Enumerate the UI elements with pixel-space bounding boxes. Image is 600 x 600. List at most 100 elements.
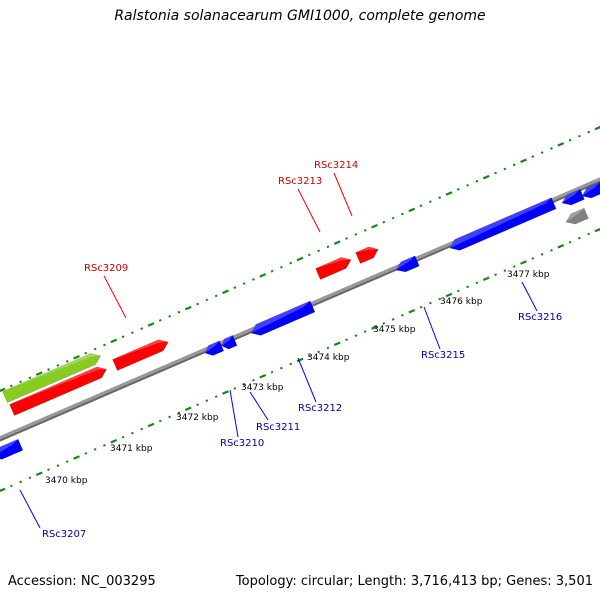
gene-name: RSc3216 [518, 312, 562, 323]
feature-rna-1-body [2, 353, 101, 403]
feature-forward-4[interactable] [355, 246, 379, 264]
minor-tick [419, 305, 423, 309]
feature-other-1[interactable] [565, 207, 589, 225]
feature-reverse-1[interactable] [0, 438, 24, 460]
kbp-label: 3474 kbp [307, 353, 350, 363]
gene-labels[interactable]: RSc3207 RSc3209 RSc3210 RSc3211 RSc3212 RSc32… [19, 160, 562, 540]
minor-tick [196, 403, 199, 407]
major-tick [147, 422, 155, 428]
minor-tick [307, 253, 311, 257]
minor-tick [438, 297, 442, 301]
gene-label-rsc3214[interactable]: RSc3214 [314, 160, 358, 217]
major-tick [557, 142, 565, 147]
gene-name: RSc3215 [421, 350, 465, 361]
minor-tick [93, 347, 97, 351]
feature-other-1-highlight [566, 208, 585, 222]
minor-tick [270, 370, 274, 374]
minor-tick [28, 476, 32, 480]
major-tick [296, 256, 304, 262]
feature-forward-3[interactable] [315, 257, 352, 280]
minor-tick [252, 378, 255, 382]
major-tick [35, 371, 43, 376]
gene-name: RSc3211 [256, 422, 300, 433]
feature-reverse-6-body [449, 197, 557, 251]
feature-reverse-5[interactable] [395, 255, 420, 273]
outer-tick-track [0, 125, 600, 393]
feature-reverse-4[interactable] [250, 300, 316, 336]
minor-tick [242, 383, 246, 386]
major-tick [520, 158, 527, 164]
feature-forward-1[interactable] [9, 366, 108, 416]
kbp-label: 3472 kbp [176, 413, 219, 423]
feature-other-1-body [565, 207, 589, 225]
feature-reverse-7[interactable] [561, 188, 585, 206]
feature-reverse-6[interactable] [449, 197, 557, 251]
minor-tick [391, 318, 395, 321]
gene-name: RSc3209 [84, 263, 128, 274]
minor-tick [363, 228, 367, 232]
feature-forward-4-body [355, 246, 379, 264]
leader-line [103, 275, 127, 319]
minor-tick [345, 237, 348, 240]
minor-tick [121, 435, 125, 439]
minor-tick [401, 313, 404, 317]
leader-line [249, 391, 269, 421]
feature-reverse-5-highlight [396, 255, 415, 270]
minor-tick [205, 399, 209, 402]
minor-tick [382, 322, 386, 325]
major-tick [0, 487, 6, 493]
feature-reverse-6-highlight [450, 197, 552, 248]
minor-tick [577, 236, 581, 240]
minor-tick [9, 484, 13, 488]
minor-tick [233, 286, 237, 290]
feature-reverse-8[interactable] [581, 181, 600, 199]
kbp-label: 3470 kbp [45, 476, 88, 486]
feature-reverse-1-highlight [0, 439, 19, 453]
minor-tick [93, 448, 97, 451]
gene-label-rsc3213[interactable]: RSc3213 [278, 176, 322, 233]
minor-tick [428, 301, 432, 305]
feature-track[interactable] [0, 181, 600, 460]
minor-tick [568, 240, 572, 244]
topology-text: Topology: circular; Length: 3,716,413 bp… [235, 574, 593, 589]
feature-reverse-3[interactable] [221, 335, 238, 350]
gene-label-rsc3211[interactable]: RSc3211 [249, 391, 300, 433]
kbp-label: 3475 kbp [373, 325, 416, 335]
minor-tick [503, 269, 507, 272]
kbp-label: 3477 kbp [507, 270, 550, 280]
major-tick [520, 260, 527, 265]
major-tick [371, 223, 378, 229]
feature-forward-2[interactable] [112, 339, 169, 371]
feature-forward-1-body [9, 366, 108, 416]
feature-forward-2-body [112, 339, 169, 371]
minor-tick [84, 351, 88, 355]
feature-reverse-8-highlight [582, 182, 600, 196]
minor-tick [140, 327, 144, 330]
feature-rna-1[interactable] [2, 353, 101, 403]
gene-label-rsc3210[interactable]: RSc3210 [220, 389, 264, 449]
major-tick [594, 125, 600, 131]
minor-tick [279, 265, 283, 269]
genome-title: Ralstonia solanacearum GMI1000, complete… [114, 8, 486, 24]
feature-reverse-2[interactable] [204, 340, 225, 356]
major-tick [110, 438, 118, 444]
minor-tick [540, 253, 544, 256]
minor-tick [214, 395, 218, 398]
minor-tick [317, 249, 321, 253]
gene-label-rsc3215[interactable]: RSc3215 [421, 306, 465, 361]
gene-label-rsc3209[interactable]: RSc3209 [84, 263, 128, 319]
gene-label-rsc3216[interactable]: RSc3216 [518, 281, 562, 323]
major-tick [222, 289, 229, 295]
feature-forward-3-highlight [315, 257, 352, 269]
inner-tick-track [0, 227, 600, 493]
major-tick [222, 390, 229, 395]
minor-tick [587, 130, 591, 134]
gene-label-rsc3212[interactable]: RSc3212 [297, 357, 342, 414]
accession-text: Accession: NC_003295 [8, 574, 156, 589]
kbp-label: 3473 kbp [241, 383, 284, 393]
gene-label-rsc3207[interactable]: RSc3207 [19, 489, 86, 540]
minor-tick [494, 273, 497, 277]
leader-line [521, 281, 538, 312]
feature-reverse-4-highlight [251, 300, 311, 333]
